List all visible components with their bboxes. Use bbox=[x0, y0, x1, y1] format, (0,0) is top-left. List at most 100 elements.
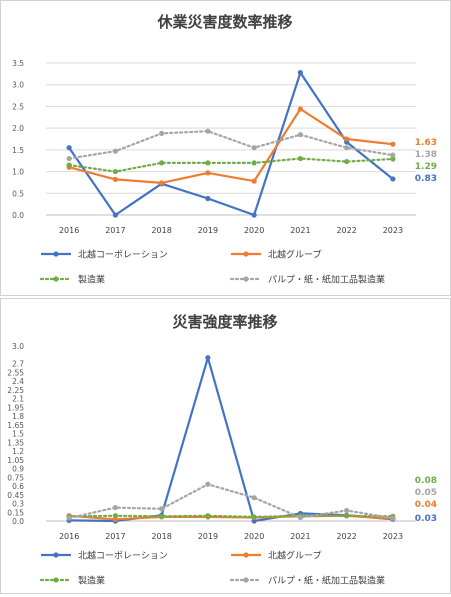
data-point bbox=[205, 195, 211, 202]
x-tick-label: 2017 bbox=[105, 532, 125, 541]
data-point bbox=[297, 106, 303, 112]
data-point bbox=[390, 141, 396, 147]
x-tick-label: 2022 bbox=[336, 226, 356, 235]
x-tick-label: 2020 bbox=[244, 226, 264, 235]
end-data-label: 1.29 bbox=[415, 162, 437, 172]
x-tick-label: 2021 bbox=[290, 226, 310, 235]
y-tick-label: 0.0 bbox=[12, 211, 24, 220]
data-point bbox=[205, 355, 211, 361]
end-data-label: 0.03 bbox=[415, 514, 437, 524]
data-point bbox=[112, 212, 118, 218]
end-data-label: 0.08 bbox=[415, 476, 437, 486]
data-point bbox=[251, 160, 257, 166]
data-point bbox=[251, 178, 257, 184]
y-tick-label: 0.75 bbox=[7, 473, 24, 482]
y-tick-label: 0.5 bbox=[12, 189, 24, 198]
y-tick-label: 1.2 bbox=[12, 447, 24, 456]
x-tick-label: 2023 bbox=[383, 532, 403, 541]
legend-label: 北越コーポレーション bbox=[78, 249, 168, 261]
data-point bbox=[205, 513, 211, 519]
series-line-2 bbox=[67, 157, 394, 173]
data-point bbox=[251, 514, 257, 520]
data-point bbox=[112, 168, 118, 175]
y-tick-label: 0.6 bbox=[12, 482, 24, 491]
data-point bbox=[344, 507, 350, 514]
data-point bbox=[390, 152, 396, 158]
legend-swatch-marker bbox=[53, 552, 59, 558]
legend-label: 北越グループ bbox=[268, 550, 321, 562]
series-line-3 bbox=[67, 130, 394, 160]
y-tick-label: 2.5 bbox=[12, 102, 24, 111]
legend-label: パルプ・紙・紙加工品製造業 bbox=[268, 575, 385, 587]
y-tick-label: 0.0 bbox=[12, 517, 24, 526]
series-line-0 bbox=[69, 356, 393, 523]
legend-swatch-marker bbox=[53, 577, 59, 583]
data-point bbox=[66, 515, 72, 521]
legend-swatch-marker bbox=[53, 251, 59, 257]
end-data-label: 0.05 bbox=[415, 488, 437, 498]
y-tick-label: 2.7 bbox=[12, 360, 24, 369]
data-point bbox=[205, 481, 211, 487]
series-line-2 bbox=[67, 514, 394, 518]
y-tick-label: 0.15 bbox=[7, 508, 24, 517]
data-point bbox=[390, 176, 396, 182]
y-tick-label: 0.45 bbox=[7, 491, 24, 500]
end-data-label: 0.83 bbox=[415, 174, 437, 184]
y-tick-label: 1.5 bbox=[12, 146, 24, 155]
data-point bbox=[205, 170, 211, 176]
end-data-label: 0.04 bbox=[415, 500, 437, 510]
data-point bbox=[66, 155, 72, 162]
data-point bbox=[297, 132, 303, 138]
x-tick-label: 2022 bbox=[336, 532, 356, 541]
series-line-3 bbox=[67, 483, 394, 520]
y-tick-label: 3.5 bbox=[12, 59, 24, 68]
data-point bbox=[297, 155, 303, 162]
data-point bbox=[297, 514, 303, 521]
legend-swatch-marker bbox=[243, 276, 249, 282]
legend-label: 北越コーポレーション bbox=[78, 550, 168, 562]
data-point bbox=[344, 136, 350, 142]
y-tick-label: 0.3 bbox=[12, 500, 24, 509]
legend-swatch-marker bbox=[53, 276, 59, 282]
x-tick-label: 2016 bbox=[59, 226, 79, 235]
chart-title: 休業災害度数率推移 bbox=[156, 13, 292, 31]
data-point bbox=[159, 160, 165, 166]
data-point bbox=[344, 145, 350, 151]
data-point bbox=[390, 515, 396, 521]
x-tick-label: 2021 bbox=[290, 532, 310, 541]
y-tick-label: 1.95 bbox=[7, 403, 24, 412]
y-tick-label: 1.35 bbox=[7, 438, 24, 447]
data-point bbox=[66, 145, 72, 151]
data-point bbox=[112, 504, 118, 511]
end-data-label: 1.63 bbox=[415, 138, 437, 148]
x-tick-label: 2018 bbox=[151, 226, 171, 235]
severity-rate-chart: 災害強度率推移0.00.150.30.450.60.750.91.051.21.… bbox=[7, 313, 437, 587]
x-tick-label: 2023 bbox=[383, 226, 403, 235]
data-point bbox=[205, 160, 211, 166]
y-tick-label: 1.8 bbox=[12, 412, 24, 421]
series-line-0 bbox=[68, 71, 394, 217]
y-tick-label: 1.05 bbox=[7, 456, 24, 465]
data-point bbox=[112, 513, 118, 519]
x-tick-label: 2018 bbox=[151, 532, 171, 541]
x-tick-label: 2019 bbox=[198, 532, 218, 541]
x-tick-label: 2016 bbox=[59, 532, 79, 541]
y-tick-label: 1.5 bbox=[12, 430, 24, 439]
legend-label: パルプ・紙・紙加工品製造業 bbox=[268, 274, 385, 286]
y-tick-label: 2.0 bbox=[12, 124, 24, 133]
y-tick-label: 2.55 bbox=[7, 368, 24, 377]
data-point bbox=[205, 128, 211, 134]
data-point bbox=[159, 180, 165, 186]
y-tick-label: 1.0 bbox=[12, 168, 24, 177]
x-tick-label: 2019 bbox=[198, 226, 218, 235]
frequency-rate-chart: 休業災害度数率推移 0.0 0.5 1.0 1.5 2.0 2.5 3.0 3.5 2016 201… bbox=[12, 13, 437, 286]
y-tick-label: 2.25 bbox=[7, 386, 24, 395]
legend-label: 製造業 bbox=[78, 575, 105, 587]
legend-label: 北越グループ bbox=[268, 249, 321, 261]
y-tick-label: 1.65 bbox=[7, 421, 24, 430]
y-tick-label: 3.0 bbox=[12, 81, 24, 90]
data-point bbox=[159, 513, 165, 519]
legend-swatch-marker bbox=[243, 251, 249, 257]
frequency-rate-chart-panel: 休業災害度数率推移 0.0 0.5 1.0 1.5 2.0 2.5 3.0 3.5 2016 201… bbox=[0, 0, 451, 296]
data-point bbox=[112, 176, 118, 182]
